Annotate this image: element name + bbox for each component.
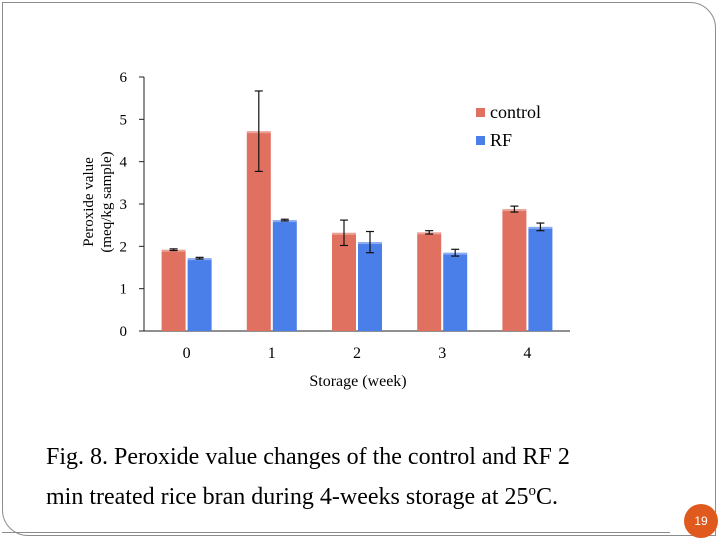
x-tick-label: 4 xyxy=(523,345,531,362)
legend-label-control: control xyxy=(490,102,541,122)
bar-rf xyxy=(272,220,297,331)
y-tick-label: 0 xyxy=(120,324,128,340)
bar-control xyxy=(246,131,271,331)
x-tick-label: 3 xyxy=(438,345,446,362)
caption-unit-text: C. xyxy=(535,484,558,510)
caption-line-1: Fig. 8. Peroxide value changes of the co… xyxy=(46,444,570,470)
page-number-badge: 19 xyxy=(684,504,718,538)
figure-caption: Fig. 8. Peroxide value changes of the co… xyxy=(46,440,686,514)
caption-line-2-text: min treated rice bran during 4-weeks sto… xyxy=(46,484,529,510)
bar-rf xyxy=(187,258,212,331)
bar-control xyxy=(332,232,356,331)
caption-line-2: min treated rice bran during 4-weeks sto… xyxy=(46,474,686,514)
bottom-divider xyxy=(2,532,670,533)
legend-label-rf: RF xyxy=(490,130,512,150)
y-tick-label: 6 xyxy=(120,70,128,86)
bar-rf xyxy=(358,242,382,331)
bar-rf xyxy=(528,226,553,331)
legend-swatch-control xyxy=(476,108,485,117)
y-tick-label: 3 xyxy=(120,197,128,213)
x-tick-label: 2 xyxy=(353,345,361,362)
caption-degree-superscript: o xyxy=(528,483,536,499)
bar-rf xyxy=(443,252,468,331)
x-tick-label: 1 xyxy=(268,345,276,362)
bar-control xyxy=(161,249,186,331)
y-tick-label: 5 xyxy=(120,112,128,128)
x-tick-label: 0 xyxy=(183,345,191,362)
legend-swatch-rf xyxy=(476,136,485,145)
peroxide-bar-chart: 0 1 2 3 4 5 6 0 1 2 3 4 control RF Peroxide value (me… xyxy=(81,70,570,390)
bar-control xyxy=(417,232,442,331)
y-tick-label: 1 xyxy=(120,282,128,298)
bar-control xyxy=(502,209,527,331)
y-tick-label: 4 xyxy=(120,155,128,171)
y-axis-title-line1: Peroxide value xyxy=(81,157,97,247)
x-axis-title: Storage (week) xyxy=(309,373,406,390)
y-tick-label: 2 xyxy=(120,239,128,255)
y-axis-title-line2: (meq/kg sample) xyxy=(99,151,115,252)
